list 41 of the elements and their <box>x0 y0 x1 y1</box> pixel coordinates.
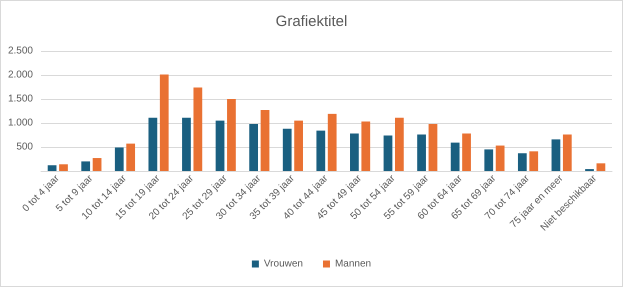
y-tick-label: 1.500 <box>8 94 34 104</box>
bar <box>81 161 90 171</box>
bar <box>518 153 527 171</box>
bar <box>160 74 169 171</box>
bar <box>148 118 158 171</box>
bar <box>562 134 572 171</box>
bar <box>384 135 392 171</box>
bar <box>59 164 68 171</box>
bar <box>227 99 236 171</box>
bar <box>114 147 124 171</box>
bar <box>216 120 224 171</box>
bar <box>552 139 560 171</box>
bar <box>328 114 337 171</box>
bar <box>294 120 303 171</box>
chart-title: Grafiektitel <box>276 13 348 30</box>
bar <box>417 134 426 171</box>
y-tick-label: 2.500 <box>8 46 34 56</box>
y-tick-label: 2.000 <box>8 70 34 80</box>
y-tick-label: 1.000 <box>8 118 34 128</box>
bar <box>529 151 538 171</box>
bar <box>126 144 136 171</box>
bar <box>282 128 292 171</box>
bar <box>249 124 258 171</box>
bar <box>596 163 606 171</box>
bar <box>260 110 270 171</box>
bar <box>361 122 370 171</box>
bar <box>350 134 359 171</box>
bar <box>484 149 494 171</box>
bar <box>450 142 460 171</box>
bar <box>92 158 102 171</box>
legend-label: Mannen <box>334 258 372 270</box>
bar <box>394 118 404 171</box>
bar <box>182 118 191 171</box>
legend-label: Vrouwen <box>264 258 303 270</box>
bar <box>462 134 471 171</box>
bar <box>316 130 326 171</box>
bar <box>496 146 505 171</box>
bar <box>428 124 438 171</box>
bar <box>48 165 56 171</box>
bar <box>193 87 202 171</box>
y-tick-label: 500 <box>16 142 34 152</box>
